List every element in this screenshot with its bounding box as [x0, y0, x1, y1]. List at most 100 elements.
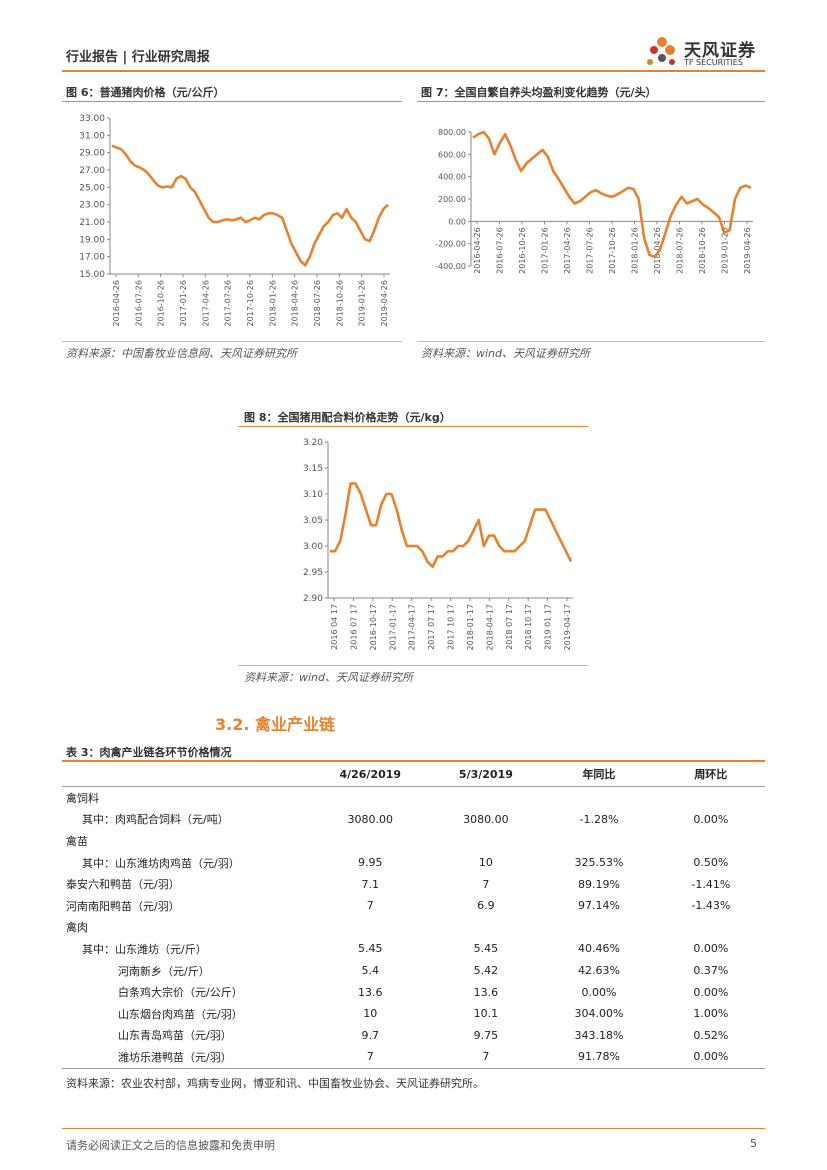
- tf-securities-logo: 天风证券 TF SECURITIES: [636, 34, 776, 70]
- x-tick-label: 2018 10 17: [524, 604, 533, 650]
- y-tick-label: 600.00: [438, 150, 466, 159]
- table-row: 潍坊乐港鸭苗（元/羽） 7 7 91.78% 0.00%: [62, 1046, 765, 1069]
- value-cell: 0.00%: [656, 1046, 765, 1069]
- value-cell: 1.00%: [693, 1007, 729, 1021]
- value-cell: 40.46%: [577, 942, 620, 956]
- series-line: [472, 130, 752, 259]
- x-tick-label: 2018-10-26: [335, 280, 344, 327]
- value-cell: 304.00%: [574, 1007, 624, 1021]
- table-3-title: 表 3：肉禽产业链各环节价格情况: [66, 746, 232, 759]
- row-label-cell: 禽苗: [66, 834, 88, 848]
- figure-6-title-line: [62, 101, 402, 102]
- x-tick-label: 2017-01-17: [388, 604, 397, 651]
- value-cell: 42.63%: [577, 964, 620, 978]
- value-cell: 7.1: [361, 877, 380, 891]
- value-cell: -1.28%: [579, 812, 619, 826]
- x-tick-label: 2016-07-26: [134, 280, 143, 327]
- table-header-row: 4/26/2019 5/3/2019 年同比 周环比: [62, 760, 765, 787]
- row-label-cell: 白条鸡大宗价（元/公斤）: [118, 986, 243, 1000]
- x-tick-label: 2018 07 17: [505, 604, 514, 650]
- figure-8-source-line: [238, 665, 588, 666]
- row-label-cell: 河南南阳鸭苗（元/羽）: [66, 899, 180, 913]
- value-cell: 7: [309, 1046, 431, 1069]
- value-cell: -1.43%: [691, 899, 731, 913]
- value-cell: 343.18%: [574, 1028, 624, 1042]
- figure-8-title-line: [238, 426, 588, 427]
- value-cell: [431, 787, 542, 809]
- x-tick-label: 2018-01-26: [268, 280, 277, 327]
- table-row: 其中：山东潍坊肉鸡苗（元/羽） 9.95 10 325.53% 0.50%: [62, 852, 765, 874]
- y-tick-label: 31.00: [79, 131, 105, 141]
- figure-6-source-line: [62, 341, 402, 342]
- x-tick-label: 2019-04-26: [380, 280, 389, 327]
- value-cell: [541, 830, 656, 852]
- y-tick-label: 3.00: [303, 542, 323, 552]
- figure-7-title: 图 7：全国自繁自养头均盈利变化趋势（元/头）: [421, 86, 657, 99]
- y-tick-label: 0.00: [448, 217, 466, 226]
- x-tick-label: 2017 07 17: [427, 604, 436, 650]
- value-cell: [541, 917, 656, 939]
- value-cell: 10.1: [473, 1007, 499, 1021]
- value-cell: [431, 917, 542, 939]
- table-3-source: 资料来源：农业农村部，鸡病专业网，博亚和讯、中国畜牧业协会、天风证券研究所。: [66, 1077, 484, 1090]
- table-row: 山东青岛鸡苗（元/羽） 9.7 9.75 343.18% 0.52%: [62, 1025, 765, 1047]
- footer-disclaimer: 请务必阅读正文之后的信息披露和免责申明: [66, 1139, 275, 1152]
- value-cell: 7: [430, 1046, 542, 1069]
- y-tick-label: 33.00: [79, 114, 105, 124]
- value-cell: [657, 917, 765, 939]
- y-tick-label: 3.10: [303, 490, 323, 500]
- x-tick-label: 2017-04-26: [201, 280, 210, 327]
- x-tick-label: 2017-07-26: [586, 227, 595, 274]
- value-cell: [431, 830, 542, 852]
- x-tick-label: 2016-10-17: [369, 604, 378, 651]
- table-row: 河南新乡（元/斤） 5.4 5.42 42.63% 0.37%: [62, 960, 765, 982]
- table-header-cell: [62, 760, 310, 787]
- figure-8-chart: 3.20 3.15 3.10 3.05 3.00 2.95 2.90 2016 04 17 20…: [303, 438, 573, 651]
- y-tick-label: 23.00: [79, 201, 105, 211]
- value-cell: 0.37%: [693, 964, 729, 978]
- y-tick-label: -200.00: [435, 240, 466, 249]
- y-tick-label: 200.00: [438, 195, 466, 204]
- x-tick-label: 2016-04-26: [112, 280, 121, 327]
- table-row: 禽饲料: [62, 787, 765, 809]
- page-number: 5: [750, 1137, 757, 1150]
- x-tick-label: 2018-01-26: [631, 227, 640, 274]
- header-divider: [62, 70, 765, 72]
- figure-6-title: 图 6：普通猪肉价格（元/公斤）: [66, 86, 225, 99]
- value-cell: 0.00%: [693, 985, 729, 999]
- value-cell: 0.00%: [693, 942, 729, 956]
- x-tick-label: 2016 07 17: [349, 604, 358, 650]
- y-tick-label: 17.00: [79, 253, 105, 263]
- section-title: 3.2. 禽业产业链: [215, 715, 335, 734]
- figure-6-chart: 33.00 31.00 29.00 27.00 25.00 23.00 21.00 19.00…: [79, 114, 390, 327]
- value-cell: 9.75: [473, 1028, 499, 1042]
- value-cell: [310, 787, 431, 809]
- value-cell: 0.50%: [693, 856, 729, 870]
- y-tick-label: 25.00: [79, 183, 105, 193]
- value-cell: 10: [478, 856, 493, 870]
- value-cell: [541, 787, 656, 809]
- value-cell: 10: [363, 1007, 378, 1021]
- footer-divider: [62, 1128, 765, 1129]
- x-tick-label: 2019-04-26: [743, 227, 752, 274]
- table-row: 河南南阳鸭苗（元/羽） 7 6.9 97.14% -1.43%: [62, 895, 765, 917]
- y-tick-label: 19.00: [79, 235, 105, 245]
- x-tick-label: 2017-10-26: [246, 280, 255, 327]
- x-tick-label: 2017 10 17: [447, 604, 456, 650]
- value-cell: 0.52%: [693, 1028, 729, 1042]
- row-label-cell: 泰安六和鸭苗（元/羽）: [66, 878, 180, 892]
- logo-name-cn: 天风证券: [684, 41, 756, 61]
- value-cell: 9.95: [358, 856, 383, 870]
- x-tick-label: 2019-01-26: [358, 280, 367, 327]
- figure-7-source-line: [417, 341, 765, 342]
- value-cell: 0.00%: [693, 812, 729, 826]
- logo-flower-icon: [647, 37, 675, 65]
- value-cell: 6.9: [477, 899, 495, 913]
- figure-7-source: 资料来源：wind、天风证券研究所: [421, 347, 591, 360]
- series-line: [111, 144, 389, 267]
- value-cell: 3080.00: [463, 812, 509, 826]
- report-header: 行业报告 | 行业研究周报: [66, 50, 210, 65]
- value-cell: [310, 917, 431, 939]
- x-tick-label: 2019-04-17: [563, 604, 572, 651]
- x-tick-label: 2016-10-26: [518, 227, 527, 274]
